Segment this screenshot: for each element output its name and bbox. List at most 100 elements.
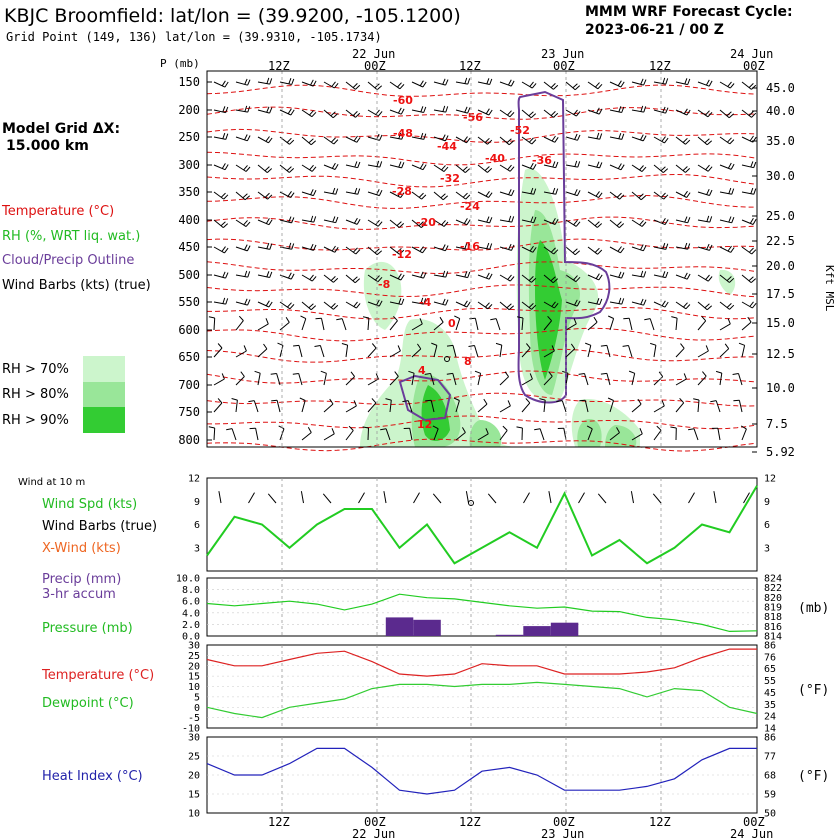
height-tick: 45.0 xyxy=(766,81,795,95)
axis-tick: 30 xyxy=(188,733,200,744)
wind-barb xyxy=(323,216,339,224)
heat-index-line xyxy=(206,747,757,795)
wind-barb xyxy=(235,105,251,113)
wind-barb xyxy=(235,191,251,201)
wind-barb xyxy=(257,318,269,331)
wind-barb xyxy=(432,425,439,441)
axis-tick: 819 xyxy=(764,603,782,614)
wind-barb xyxy=(345,246,361,255)
axis-tick: 65 xyxy=(764,664,776,675)
surface-wind-barb xyxy=(248,492,255,504)
wind-barb xyxy=(455,136,471,144)
surface-wind-barbs xyxy=(218,491,750,504)
pressure-tick: 750 xyxy=(178,405,200,419)
pressure-tick: 200 xyxy=(178,103,200,117)
time-tick: 00Z xyxy=(743,815,765,829)
wind-barb xyxy=(719,343,730,358)
wind-barb xyxy=(623,317,633,331)
wind-barb xyxy=(345,400,357,413)
surface-wind-barb xyxy=(630,491,634,504)
wind-barb xyxy=(433,316,444,331)
wind-barb xyxy=(477,78,493,85)
wind-barb xyxy=(697,371,707,386)
wind-barb xyxy=(235,270,251,278)
legend-wind: Wind Barbs (kts) (true) xyxy=(2,278,151,293)
axis-tick: 3 xyxy=(764,543,770,554)
wind-barb xyxy=(424,373,435,386)
surface-wind-barb xyxy=(300,491,304,504)
wind-barb xyxy=(543,371,553,386)
wind-barb xyxy=(433,298,449,306)
wind-barb xyxy=(631,219,647,227)
wind-barb xyxy=(367,343,377,358)
wind-barb xyxy=(336,318,347,331)
wind-barb xyxy=(248,400,259,413)
date-label: 24 Jun xyxy=(730,47,773,61)
wind-barb xyxy=(499,425,508,441)
wind-barb xyxy=(301,79,317,87)
wind-barb xyxy=(609,80,625,88)
wind-barb xyxy=(644,318,655,331)
isotherm-label: -28 xyxy=(392,185,412,198)
wind-barb xyxy=(741,217,757,225)
wind-barb xyxy=(345,109,361,118)
wind-barb xyxy=(719,216,735,224)
wind-barb xyxy=(446,372,457,386)
wind-barb xyxy=(719,245,735,253)
wind-barb xyxy=(477,136,493,145)
wind-barb xyxy=(697,79,713,87)
wind-barb xyxy=(499,136,515,146)
axis-tick: 15 xyxy=(188,790,200,801)
pressure-unit: (mb) xyxy=(798,601,829,616)
wind-barb xyxy=(277,342,284,358)
wind-barb xyxy=(323,187,339,195)
height-tick: 12.5 xyxy=(766,347,795,361)
axis-tick: 20 xyxy=(188,661,200,672)
wind-barb xyxy=(235,219,251,228)
wind-barb xyxy=(431,342,438,358)
heat-index-label: Heat Index (°C) xyxy=(42,769,143,784)
wind-barb xyxy=(235,134,251,142)
wind-barb xyxy=(653,242,669,250)
dewpoint-label: Dewpoint (°C) xyxy=(42,696,134,711)
wind-barb xyxy=(367,299,383,307)
wind-barb xyxy=(389,315,398,331)
wind-barb xyxy=(300,315,307,331)
surface-wind-barb xyxy=(743,492,750,504)
wind-barb xyxy=(631,270,647,278)
axis-tick: 824 xyxy=(764,574,782,585)
wind-barb xyxy=(469,317,479,331)
wind-barb xyxy=(293,344,303,358)
wind-barb xyxy=(213,373,225,386)
wind-barb xyxy=(389,132,405,140)
wind-barb xyxy=(719,136,735,145)
surface-wind-barb xyxy=(523,492,530,504)
wind-barb xyxy=(314,345,325,358)
wind-barb xyxy=(587,107,603,115)
temperature-line xyxy=(206,648,757,677)
wind-barb xyxy=(587,298,603,305)
wind-barb xyxy=(697,109,713,118)
wind-barb xyxy=(543,81,559,90)
wind-barb xyxy=(710,400,721,413)
wind-barb xyxy=(653,400,665,413)
wind-barb xyxy=(477,216,493,224)
wind-barb xyxy=(631,398,642,413)
axis-tick: 12 xyxy=(188,474,200,485)
wind-barb xyxy=(235,345,247,358)
wind-barb xyxy=(323,301,339,310)
time-tick: 12Z xyxy=(459,59,481,73)
wind-barb xyxy=(565,274,581,283)
wind-barb xyxy=(733,399,743,413)
wind-barb xyxy=(301,301,317,311)
dewpoint-line xyxy=(206,681,758,719)
wind-barb xyxy=(455,106,471,114)
wind-barb xyxy=(499,301,515,311)
wind-barb xyxy=(587,132,603,140)
height-tick: 20.0 xyxy=(766,259,795,273)
wind-barb xyxy=(345,135,361,143)
wind-barb xyxy=(732,373,743,386)
wind-barb xyxy=(213,297,229,305)
wind-barb xyxy=(499,400,511,413)
wind-barb xyxy=(279,301,295,310)
